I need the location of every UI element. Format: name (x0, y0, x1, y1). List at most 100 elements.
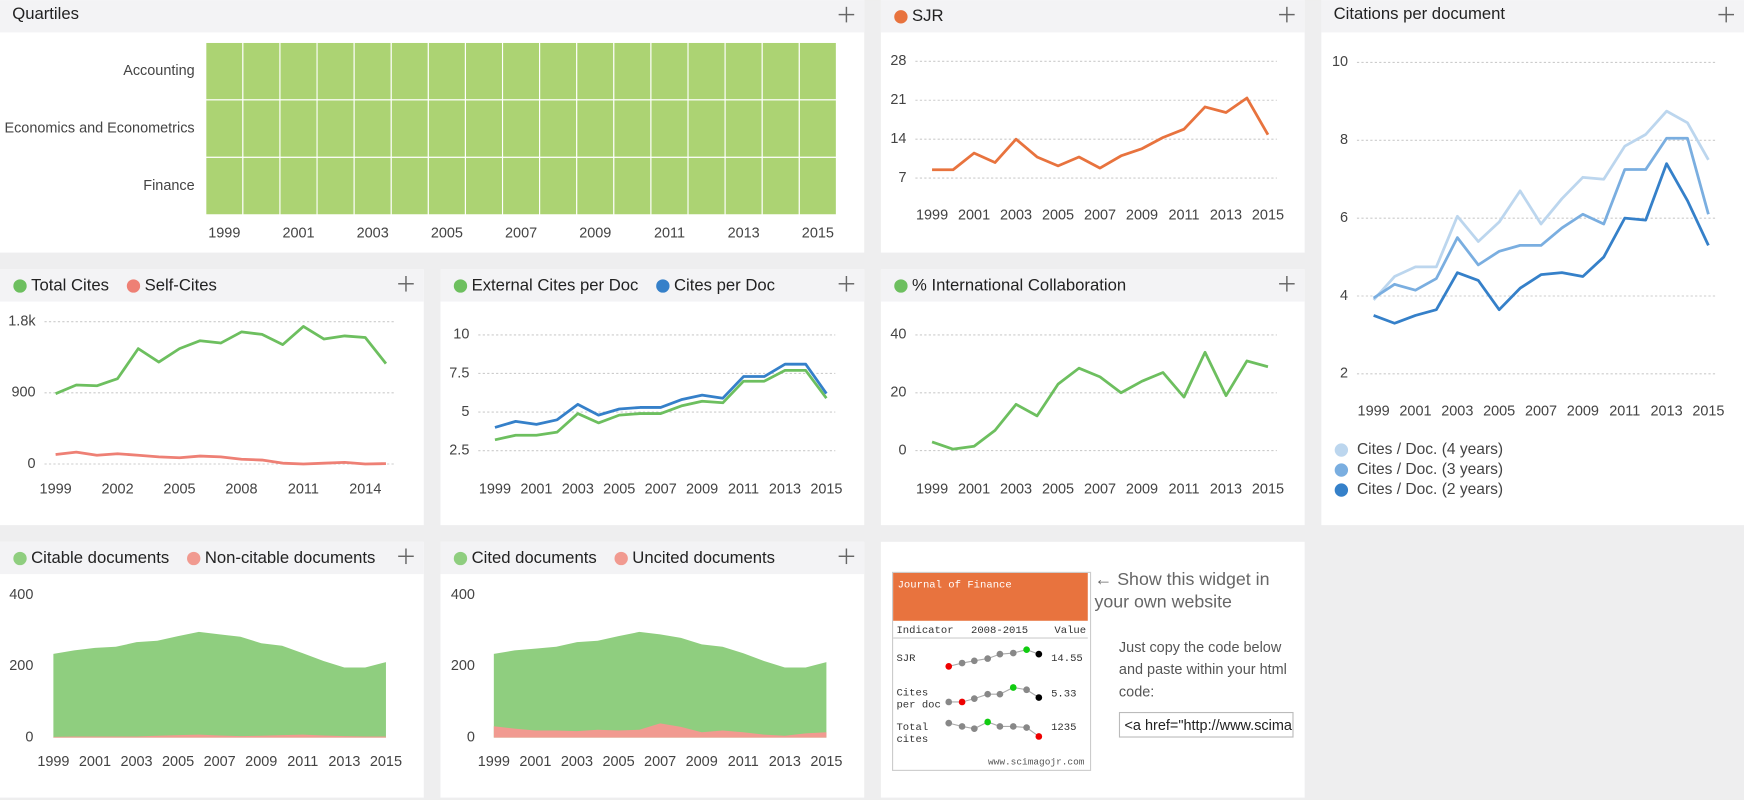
heat-cell (613, 99, 652, 158)
widget-rule (893, 637, 1088, 639)
x-tick-label: 2015 (810, 481, 842, 497)
widget-column: Indicator (896, 624, 954, 637)
widget-footer: www.scimagojr.com (987, 756, 1085, 768)
x-tick-label: 2009 (1126, 208, 1158, 224)
heat-cell (279, 41, 318, 101)
panel (880, 269, 1305, 526)
heat-cell (205, 99, 244, 158)
heat-cell (798, 99, 837, 158)
y-tick-label: 1.8k (8, 314, 36, 330)
y-category-label: Accounting (123, 63, 194, 79)
sparklines (945, 646, 1043, 740)
panel-header (0, 541, 424, 575)
x-tick-label: 2007 (644, 754, 676, 770)
x-tick-label: 2002 (101, 481, 133, 497)
x-tick-label: 2001 (1399, 403, 1431, 419)
x-tick-label: 2011 (728, 481, 759, 497)
x-tick-label: 2009 (686, 754, 718, 770)
heat-cell (650, 99, 689, 158)
heat-cell (687, 156, 726, 216)
x-tick-label: 2013 (728, 226, 760, 242)
heat-cell (390, 41, 429, 101)
add-button[interactable] (1277, 274, 1297, 294)
x-tick-label: 2009 (245, 754, 277, 770)
add-button[interactable] (1716, 5, 1736, 25)
panel (880, 0, 1305, 253)
widget-column: Value (1054, 624, 1087, 637)
legend-marker (13, 279, 27, 293)
x-tick-label: 2009 (686, 481, 718, 497)
x-tick-label: 2003 (1000, 208, 1032, 224)
x-tick-label: 1999 (208, 226, 240, 242)
x-tick-label: 2008 (225, 481, 257, 497)
panel-header (440, 541, 865, 575)
x-tick-label: 2011 (288, 481, 319, 497)
panel-header (1321, 0, 1744, 33)
x-tick-label: 2013 (1210, 481, 1242, 497)
x-tick-label: 1999 (478, 754, 510, 770)
sparkline-min (945, 663, 953, 670)
sparkline-last (1035, 650, 1043, 658)
heat-cell (205, 41, 244, 101)
heat-cell (242, 41, 281, 101)
add-button[interactable] (396, 274, 416, 294)
x-tick-label: 2003 (120, 754, 152, 770)
widget: Journal of Finance Indicator 2008-2015 V… (881, 542, 1305, 798)
legend-label: Citable documents (31, 548, 169, 567)
heat-cell (576, 41, 615, 101)
x-tick-label: 2011 (1609, 403, 1640, 419)
add-button[interactable] (1277, 5, 1297, 25)
y-category-label: Economics and Econometrics (4, 120, 194, 136)
sparkline-max (1023, 646, 1030, 654)
x-tick-label: 2009 (1567, 403, 1599, 419)
legend-marker (894, 279, 908, 293)
x-tick-label: 2013 (769, 481, 801, 497)
sparkline-min (958, 698, 966, 706)
panel (0, 269, 424, 526)
x-tick-label: 2009 (1126, 481, 1158, 497)
widget-row-label: Cites per doc (896, 686, 941, 711)
heat-cell (613, 41, 652, 101)
x-tick-label: 2003 (357, 226, 389, 242)
code-input[interactable]: <a href="http://www.scimag (1118, 711, 1294, 738)
y-tick-label: 21 (890, 92, 906, 108)
line (1373, 162, 1710, 325)
legend-marker (614, 551, 628, 566)
legend-label: Self-Cites (145, 275, 217, 294)
y-category-label: Finance (143, 178, 194, 194)
add-button[interactable] (396, 546, 416, 566)
x-tick-label: 1999 (37, 754, 69, 770)
x-tick-label: 2003 (1441, 403, 1473, 419)
line (494, 362, 828, 429)
x-tick-label: 2001 (79, 754, 111, 770)
x-tick-label: 2005 (1483, 403, 1515, 419)
heat-cell (390, 156, 429, 216)
heat-cell (687, 41, 726, 101)
x-tick-label: 1999 (916, 208, 948, 224)
x-tick-label: 2001 (519, 754, 551, 770)
legend-marker (656, 279, 670, 293)
widget-area: Journal of Finance Indicator 2008-2015 V… (881, 542, 1305, 798)
add-button[interactable] (836, 274, 856, 294)
add-button[interactable] (836, 5, 856, 25)
x-tick-label: 2015 (1692, 403, 1724, 419)
x-tick-label: 2015 (1252, 208, 1284, 224)
x-tick-label: 2005 (431, 226, 463, 242)
widget-heading: ← Show this widget in your own website (1094, 570, 1270, 612)
y-tick-label: 2.5 (449, 442, 469, 458)
line (55, 450, 386, 466)
panel-header (880, 0, 1305, 33)
sparkline-max (1009, 684, 1017, 691)
y-tick-label: 8 (1340, 132, 1348, 148)
widget-column: 2008-2015 (970, 624, 1029, 637)
line (931, 350, 1269, 451)
heat-cell (353, 99, 392, 158)
x-tick-label: 2013 (1650, 403, 1682, 419)
heat-cell (279, 99, 318, 158)
x-tick-label: 2007 (645, 481, 677, 497)
area (493, 631, 827, 738)
widget-row-value: 14.55 (1051, 651, 1083, 665)
line (1372, 109, 1710, 301)
add-button[interactable] (836, 546, 856, 566)
line (932, 96, 1270, 172)
